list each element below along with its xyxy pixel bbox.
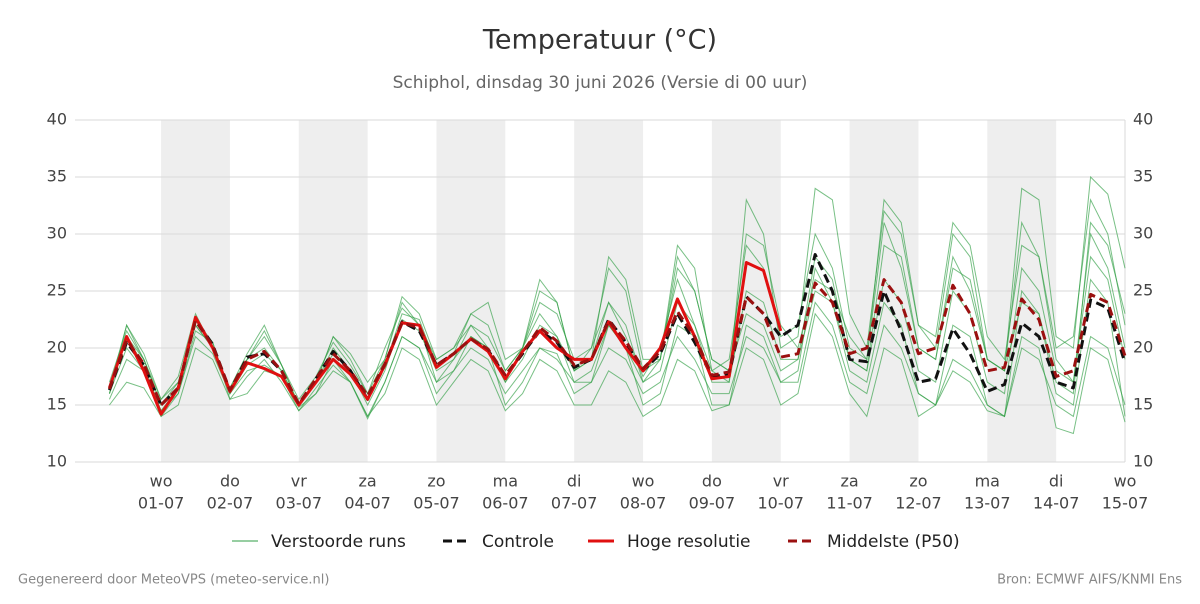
- lines: [108, 175, 1127, 435]
- x-tick-day: zo: [909, 472, 927, 491]
- y2-tick-label: 40: [1133, 110, 1153, 129]
- x-tick-date: 11-07: [826, 494, 873, 513]
- y-tick-label: 25: [47, 281, 67, 300]
- legend: Verstoorde runs Controle Hoge resolutie Mid…: [232, 532, 960, 552]
- x-tick-date: 07-07: [551, 494, 598, 513]
- x-tick-date: 15-07: [1102, 494, 1149, 513]
- x-tick-day: wo: [1114, 472, 1137, 491]
- y-tick-label: 35: [47, 167, 67, 186]
- x-tick-date: 08-07: [620, 494, 667, 513]
- x-tick-day: di: [567, 472, 582, 491]
- x-tick-day: do: [220, 472, 240, 491]
- x-tick-date: 01-07: [138, 494, 185, 513]
- legend-label: Verstoorde runs: [271, 532, 406, 552]
- x-tick-day: wo: [150, 472, 173, 491]
- x-tick-date: 09-07: [689, 494, 736, 513]
- ensemble-line: [108, 175, 1126, 406]
- y2-tick-label: 20: [1133, 338, 1153, 357]
- y2-tick-label: 35: [1133, 167, 1153, 186]
- x-tick-date: 14-07: [1033, 494, 1080, 513]
- y-tick-label: 20: [47, 338, 67, 357]
- x-tick-day: zo: [427, 472, 445, 491]
- y2-tick-label: 15: [1133, 395, 1153, 414]
- x-tick-date: 04-07: [344, 494, 391, 513]
- footer-right: Bron: ECMWF AIFS/KNMI Ens: [997, 573, 1182, 588]
- x-tick-day: vr: [773, 472, 789, 491]
- series-line: [108, 253, 1127, 407]
- x-tick-day: ma: [493, 472, 518, 491]
- x-tick-day: di: [1049, 472, 1064, 491]
- x-tick-day: ma: [975, 472, 1000, 491]
- x-tick-day: vr: [291, 472, 307, 491]
- y2-tick-label: 10: [1133, 452, 1153, 471]
- x-tick-day: za: [359, 472, 377, 491]
- y2-tick-label: 30: [1133, 224, 1153, 243]
- legend-label: Hoge resolutie: [627, 532, 751, 552]
- x-tick-day: za: [840, 472, 858, 491]
- labels: 10 10 15 15 20 20 25 25 30 30 35 35 40 40 wo 01-07 do 02-…: [47, 110, 1154, 513]
- x-tick-date: 03-07: [276, 494, 323, 513]
- chart-title: Temperatuur (°C): [482, 25, 717, 56]
- x-tick-date: 10-07: [757, 494, 804, 513]
- footer-left: Gegenereerd door MeteoVPS (meteo-service…: [18, 573, 329, 588]
- y-tick-label: 10: [47, 452, 67, 471]
- ensemble-line: [108, 221, 1126, 406]
- x-tick-day: do: [702, 472, 722, 491]
- x-tick-day: wo: [632, 472, 655, 491]
- y-tick-label: 30: [47, 224, 67, 243]
- y2-tick-label: 25: [1133, 281, 1153, 300]
- legend-label: Controle: [482, 532, 554, 552]
- x-tick-date: 13-07: [964, 494, 1011, 513]
- chart-subtitle: Schiphol, dinsdag 30 juni 2026 (Versie d…: [393, 73, 808, 93]
- x-tick-date: 12-07: [895, 494, 942, 513]
- y-tick-label: 40: [47, 110, 67, 129]
- legend-label: Middelste (P50): [827, 532, 960, 552]
- x-tick-date: 06-07: [482, 494, 529, 513]
- x-tick-date: 02-07: [207, 494, 254, 513]
- x-tick-date: 05-07: [413, 494, 460, 513]
- y-tick-label: 15: [47, 395, 67, 414]
